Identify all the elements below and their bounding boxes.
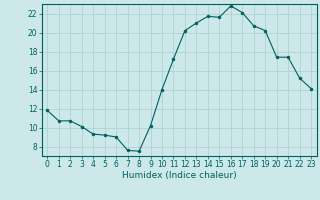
X-axis label: Humidex (Indice chaleur): Humidex (Indice chaleur) [122, 171, 236, 180]
